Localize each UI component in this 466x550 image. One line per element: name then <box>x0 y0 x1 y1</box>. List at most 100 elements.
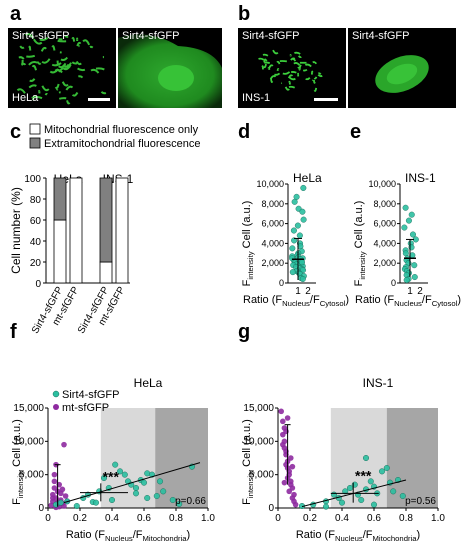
mitochondrion-strand <box>312 61 318 65</box>
legend-label-mito: Mitochondrial fluorescence only <box>44 124 199 136</box>
x-axis-label-part: Cytosol <box>320 299 346 308</box>
bar-mito <box>99 261 113 284</box>
data-point-sirt4 <box>108 496 116 504</box>
legend-dot-mt <box>53 404 59 410</box>
data-point-mt <box>280 441 286 448</box>
data-point <box>411 274 418 281</box>
mitochondrion-strand <box>56 60 60 66</box>
data-point-sirt4 <box>132 490 140 497</box>
y-axis-label: Fintensity Cell (a.u.) <box>241 201 255 287</box>
data-point-mt <box>50 495 56 501</box>
data-point <box>405 217 412 224</box>
y-tick-label: 10,000 <box>256 179 284 189</box>
y-tick-label: 0 <box>279 278 284 288</box>
y-axis-label: Fintensity Cell (a.u.) <box>353 201 367 287</box>
image-label: Sirt4-sfGFP <box>352 30 410 42</box>
mitochondrion-strand <box>294 51 301 55</box>
mitochondrion-strand <box>51 62 62 67</box>
data-point <box>298 259 306 266</box>
mitochondrion-strand <box>21 59 24 66</box>
x-axis-label-part: Mitochondria <box>373 534 418 543</box>
mitochondrion-strand <box>292 58 297 62</box>
y-axis-label-part: Cell (a.u.) <box>11 419 23 470</box>
mitochondrion-strand <box>62 64 71 68</box>
mitochondrion-strand <box>44 93 48 96</box>
data-point <box>291 237 298 244</box>
data-point <box>299 275 306 283</box>
mitochondrion-strand <box>54 83 60 90</box>
scale-bar <box>88 98 110 101</box>
mitochondrion-strand <box>58 97 67 100</box>
y-axis-label: Cell number (%) <box>9 187 23 274</box>
y-tick-label: 60 <box>30 216 42 227</box>
mitochondrion-strand <box>71 61 78 65</box>
y-axis-label-part: F <box>11 498 23 505</box>
data-point-sirt4 <box>338 499 346 506</box>
x-axis-label-part: ) <box>417 529 421 541</box>
data-point <box>402 204 409 211</box>
x-tick-label: 2 <box>417 286 423 297</box>
mitochondrion-strand <box>61 81 69 87</box>
x-axis-label: Ratio (FNucleus/FMitochondria) <box>66 529 190 543</box>
data-point-sirt4 <box>367 478 374 485</box>
mitochondrion-strand <box>32 95 43 100</box>
y-tick-label: 2,000 <box>373 258 396 268</box>
micrograph-hela-cyto: Sirt4-sfGFP <box>118 28 222 108</box>
y-axis-label-part: intensity <box>16 470 25 498</box>
mitochondrion-strand <box>270 78 274 83</box>
x-axis-label-part: /F <box>363 529 373 541</box>
data-point <box>290 227 297 234</box>
mitochondrion-strand <box>288 80 291 85</box>
mitochondrion-strand <box>288 85 296 89</box>
mitochondrion-strand <box>77 75 84 79</box>
mitochondrion-strand <box>90 68 100 74</box>
data-point-sirt4 <box>322 503 330 510</box>
y-tick-label: 20 <box>30 258 42 269</box>
mitochondrion-strand <box>282 71 291 75</box>
x-axis-label-part: Nucleus <box>394 299 422 308</box>
p-value: p=0.66 <box>175 496 206 507</box>
y-tick-label: 4,000 <box>261 238 284 248</box>
image-label: Sirt4-sfGFP <box>12 30 70 42</box>
mitochondrion-strand <box>37 90 41 94</box>
x-axis-label-part: Ratio (F <box>296 529 335 541</box>
x-axis-label-part: Ratio (F <box>355 294 394 306</box>
mitochondrion-strand <box>65 85 74 91</box>
data-point-mt <box>51 471 58 478</box>
mitochondrion-strand <box>77 67 86 72</box>
legend-label-mt: mt-sfGFP <box>62 402 109 414</box>
y-tick-label: 5,000 <box>19 470 44 481</box>
micrograph-hela-mito: Sirt4-sfGFP HeLa <box>8 28 116 108</box>
chart-title: HeLa <box>293 171 322 185</box>
y-axis-label-part: intensity <box>246 251 255 279</box>
data-point-mt <box>289 495 296 501</box>
chart-f: HeLa 0 5,000 10,000 15,000 0 0.2 0.4 0.6 0.8 1.0 Fi… <box>11 376 215 543</box>
y-axis-label-part: Cell (a.u.) <box>353 201 365 252</box>
panel-label-b: b <box>238 3 251 25</box>
x-tick-label: 0.2 <box>303 513 317 524</box>
x-axis-label-part: Nucleus <box>105 534 133 543</box>
data-point-sirt4 <box>176 500 183 508</box>
data-point-sirt4 <box>362 454 370 462</box>
x-axis-label-part: Ratio (F <box>243 294 282 306</box>
x-tick-label: 0.4 <box>105 513 119 524</box>
data-point-sirt4 <box>358 496 365 504</box>
mitochondrion-strand <box>31 96 35 101</box>
data-point-sirt4 <box>330 491 338 498</box>
bar-mito <box>53 219 67 284</box>
panel-label-a: a <box>10 3 22 25</box>
legend-label-extra: Extramitochondrial fluorescence <box>44 138 201 150</box>
mitochondrion-strand <box>95 67 105 71</box>
data-point-sirt4 <box>378 468 386 475</box>
data-point <box>401 224 408 231</box>
data-point-sirt4 <box>383 464 390 472</box>
y-tick-label: 10,000 <box>13 436 44 447</box>
x-tick-label: 2 <box>305 286 311 297</box>
p-value: p=0.56 <box>405 496 436 507</box>
x-axis-label-part: Ratio (F <box>66 529 105 541</box>
y-tick-label: 80 <box>30 195 42 206</box>
data-point-sirt4 <box>116 468 124 475</box>
mitochondrion-strand <box>54 68 60 73</box>
mitochondrion-strand <box>284 86 290 91</box>
data-point <box>299 208 306 215</box>
